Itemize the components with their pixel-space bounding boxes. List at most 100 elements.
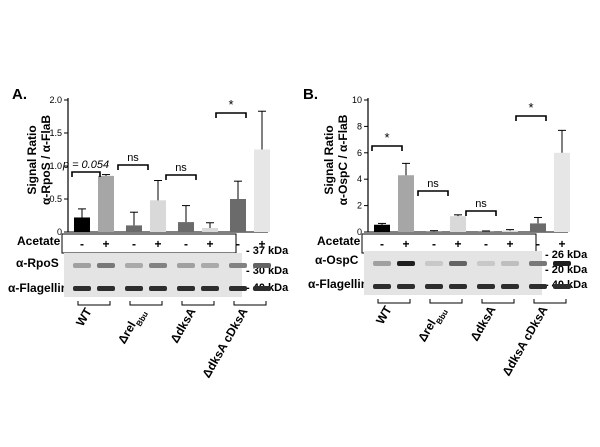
panel-b-acetate-sign: - xyxy=(432,237,436,251)
panel-a-blot-band-flagellin xyxy=(229,286,247,291)
panel-b-ytick-label: 0 xyxy=(357,227,362,237)
panel-a-ytick-label: 0 xyxy=(57,227,62,237)
panel-b-blot-band-upper xyxy=(373,261,391,266)
panel-b-significance-bracket xyxy=(465,210,497,216)
panel-b-significance-bracket xyxy=(417,190,449,196)
panel-b-blot-band-upper xyxy=(477,261,495,266)
panel-a-significance-bracket xyxy=(215,112,247,118)
panel-a-acetate-label: Acetate xyxy=(17,234,61,248)
panel-b-kda-marker-1: - 26 kDa xyxy=(545,249,588,261)
panel-b-significance-label: * xyxy=(384,130,389,145)
panel-b-ytick-label: 10 xyxy=(352,95,362,105)
panel-a-kda-marker-1: - 37 kDa xyxy=(246,245,289,257)
panel-b-significance-bracket xyxy=(515,115,547,121)
panel-b-group-bracket xyxy=(481,299,515,304)
panel-a-ytick-label: 1.5 xyxy=(49,128,62,138)
panel-a-group-label: WT xyxy=(73,305,95,329)
panel-a-blot-band-upper xyxy=(177,263,195,268)
panel-b-acetate-label: Acetate xyxy=(317,234,361,248)
panel-a-blot-band-flagellin xyxy=(253,286,271,291)
panel-a-bar xyxy=(202,228,218,232)
panel-a-bar xyxy=(98,175,114,232)
panel-a-bar xyxy=(150,200,166,232)
panel-a-significance-bracket xyxy=(117,164,149,170)
panel-b-group-label: WT xyxy=(373,303,395,327)
panel-b-blot-band-upper xyxy=(553,261,571,266)
panel-a-group-label: ΔdksA xyxy=(167,305,198,345)
panel-b-acetate-sign: + xyxy=(558,237,565,251)
panel-b-blot-band-flagellin xyxy=(373,284,391,289)
panel-b-significance-label: ns xyxy=(475,198,487,210)
panel-b-ytick-label: 6 xyxy=(357,148,362,158)
panel-b-blot-band-flagellin xyxy=(501,284,519,289)
panel-b-acetate-sign: + xyxy=(506,237,513,251)
panel-a-ytick-label: 1.0 xyxy=(49,161,62,171)
panel-b-bar xyxy=(374,224,390,232)
panel-a-blot-band-upper xyxy=(73,263,91,268)
panel-b-bar xyxy=(502,230,518,232)
panel-b-blot-band-flagellin xyxy=(477,284,495,289)
panel-b-acetate-sign: - xyxy=(536,237,540,251)
panel-a-significance-label: * xyxy=(228,97,233,112)
panel-a-group-bracket xyxy=(129,301,163,306)
panel-b-blot-band-upper xyxy=(449,261,467,266)
panel-a-blot-band-flagellin xyxy=(149,286,167,291)
panel-a-group-bracket xyxy=(77,301,111,306)
panel-b-group-bracket xyxy=(533,299,567,304)
panel-a-blot-band-flagellin xyxy=(97,286,115,291)
panel-b-bar xyxy=(450,216,466,232)
panel-a-group-bracket xyxy=(233,301,267,306)
panel-a-blot-band-upper xyxy=(125,263,143,268)
panel-b-significance-label: * xyxy=(528,100,533,115)
panel-b-blot-band-flagellin xyxy=(449,284,467,289)
panel-b-blot-band-upper xyxy=(501,261,519,266)
panel-a-ylabel-line2: α-RpoS / α-FlaB xyxy=(39,115,53,205)
panel-a-ytick-label: 0.5 xyxy=(49,194,62,204)
panel-b-acetate-sign: + xyxy=(402,237,409,251)
panel-a-bar xyxy=(126,225,142,232)
panel-b-blot-label-ospc: α-OspC xyxy=(315,253,359,267)
panel-b-blot-label-flagellin: α-Flagellin xyxy=(308,277,368,291)
panel-b-ytick-label: 4 xyxy=(357,174,362,184)
panel-b-acetate-sign: - xyxy=(484,237,488,251)
panel-a-blot-band-upper xyxy=(97,263,115,268)
panel-a-blot-band-upper xyxy=(229,263,247,268)
panel-b-ylabel-line1: Signal Ratio xyxy=(322,125,336,194)
panel-b-label: B. xyxy=(303,86,318,103)
panel-b-blot-band-flagellin xyxy=(553,284,571,289)
panel-b-ytick-label: 8 xyxy=(357,121,362,131)
panel-b-ylabel-line2: α-OspC / α-FlaB xyxy=(336,114,350,205)
panel-b-group-bracket xyxy=(377,299,411,304)
panel-b-blot-band-flagellin xyxy=(425,284,443,289)
panel-a-acetate-sign: - xyxy=(132,237,136,251)
panel-a-blot-label-rpos: α-RpoS xyxy=(16,256,59,270)
panel-a-group-label: ΔrelBbu xyxy=(115,305,150,348)
panel-b-bar xyxy=(530,223,546,232)
panel-b-bar xyxy=(426,231,442,232)
panel-a-group-label-subscript: Bbu xyxy=(134,310,150,328)
panel-b-group-label-subscript: Bbu xyxy=(434,308,450,326)
panel-a-acetate-sign: - xyxy=(184,237,188,251)
panel-b-bar xyxy=(398,175,414,232)
panel-a-significance-bracket xyxy=(165,174,197,180)
panel-b-blot-band-flagellin xyxy=(529,284,547,289)
panel-b-blot-band-upper xyxy=(529,261,547,266)
panel-a-acetate-sign: + xyxy=(102,237,109,251)
panel-a-significance-label: ns xyxy=(127,152,139,164)
panel-a-significance-label: p = 0.054 xyxy=(62,159,109,171)
panel-a-label: A. xyxy=(12,86,27,103)
panel-a-ytick-label: 2.0 xyxy=(49,95,62,105)
panel-b-group-bracket xyxy=(429,299,463,304)
panel-b-ytick-label: 2 xyxy=(357,201,362,211)
panel-b-group-label: ΔdksA xyxy=(467,303,498,343)
panel-a-blot-label-flagellin: α-Flagellin xyxy=(8,281,68,295)
panel-a-blot-band-flagellin xyxy=(201,286,219,291)
panel-b-kda-marker-2: - 20 kDa xyxy=(545,264,588,276)
panel-b-significance-label: ns xyxy=(427,178,439,190)
panel-b-group-label: ΔdksA cDksA xyxy=(499,303,550,378)
panel-b-blot-band-flagellin xyxy=(397,284,415,289)
panel-b-blot-band-upper xyxy=(425,261,443,266)
panel-a-blot-band-flagellin xyxy=(125,286,143,291)
panel-a-significance-label: ns xyxy=(175,162,187,174)
panel-a-bar xyxy=(230,199,246,232)
